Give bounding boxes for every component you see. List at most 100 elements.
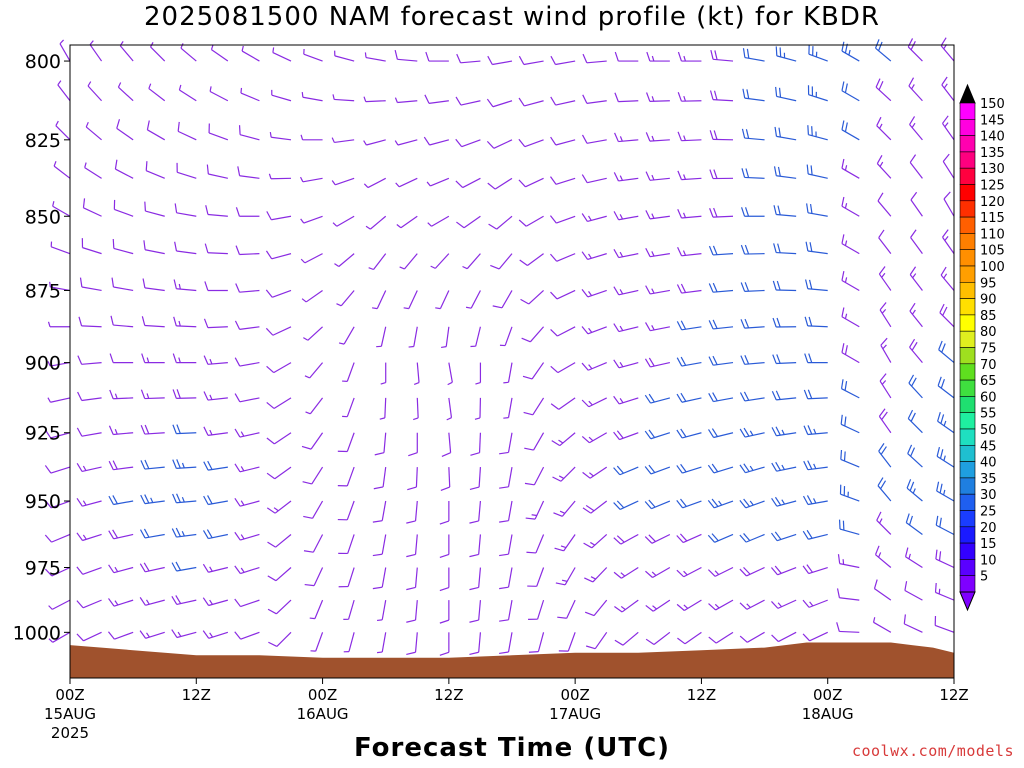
barb-shaft [587, 253, 607, 261]
barb-flag [203, 391, 209, 401]
barb-flag [937, 376, 942, 386]
barb-flag [44, 429, 52, 439]
wind-barb [645, 171, 670, 181]
barb-flag [235, 245, 241, 255]
barb-shaft [941, 84, 955, 102]
barb-flag [940, 414, 945, 424]
barb-shaft [712, 99, 734, 102]
barb-shaft [744, 97, 765, 102]
barb-half-flag [809, 601, 814, 607]
barb-half-flag [908, 553, 911, 560]
terrain-layer [70, 642, 954, 678]
wind-barb [171, 595, 197, 606]
barb-shaft [684, 599, 702, 612]
barb-flag [143, 562, 150, 572]
barb-shaft [649, 139, 670, 142]
barb-flag [582, 94, 588, 104]
barb-half-flag [47, 397, 51, 403]
barb-half-flag [683, 135, 687, 141]
barb-flag [303, 515, 313, 519]
wind-barb [644, 499, 671, 510]
barb-half-flag [912, 488, 916, 494]
barb-flag [741, 207, 746, 217]
wind-barb [772, 317, 797, 328]
barb-flag [942, 229, 949, 238]
wind-barb [365, 215, 387, 230]
barb-flag [423, 136, 431, 146]
barb-half-flag [590, 541, 596, 546]
barb-half-flag [781, 429, 785, 435]
wind-barb [613, 567, 639, 579]
barb-shaft [478, 567, 482, 588]
barb-flag [552, 476, 562, 482]
barb-flag [616, 465, 624, 474]
barb-half-flag [52, 201, 55, 207]
x-tick-date: 16AUG [297, 705, 349, 723]
barb-flag [879, 302, 887, 311]
barb-flag [266, 211, 272, 221]
barb-half-flag [177, 631, 182, 637]
barb-flag [908, 515, 913, 526]
barb-flag [518, 179, 526, 188]
barb-flag [172, 389, 177, 399]
barb-flag [709, 169, 714, 179]
barb-flag [486, 140, 495, 149]
wind-barb [204, 243, 228, 255]
barb-shaft [113, 466, 134, 471]
barb-shaft [176, 631, 197, 639]
barb-half-flag [338, 342, 345, 345]
barb-flag [739, 428, 746, 438]
barb-flag [613, 571, 622, 579]
barb-flag [235, 207, 240, 217]
barb-flag [808, 353, 813, 363]
barb-flag [487, 182, 496, 190]
wind-barb [76, 497, 102, 507]
barb-flag [744, 318, 750, 329]
wind-barb [904, 581, 923, 601]
colorbar-label: 110 [980, 227, 1005, 242]
barb-flag [744, 282, 750, 292]
barb-flag [549, 253, 558, 262]
barb-flag [114, 159, 118, 170]
barb-flag [266, 437, 275, 445]
barb-flag [76, 566, 84, 575]
wind-barb [456, 215, 481, 229]
wind-barb [904, 547, 923, 569]
wind-barb [676, 392, 702, 403]
colorbar-label: 80 [980, 325, 997, 340]
barb-flag [581, 213, 588, 222]
x-tick-date: 17AUG [549, 705, 601, 723]
barb-shaft [52, 631, 71, 643]
barb-half-flag [114, 566, 119, 572]
barb-shaft [534, 500, 545, 520]
barb-shaft [50, 466, 71, 474]
barb-flag [909, 116, 916, 125]
wind-barb [301, 92, 323, 102]
wind-barb [394, 97, 418, 104]
wind-barb [177, 121, 197, 141]
barb-shaft [746, 566, 765, 577]
barb-flag [743, 533, 751, 541]
wind-barb [203, 391, 228, 401]
barb-flag [116, 119, 121, 129]
wind-barb [581, 134, 607, 144]
barb-shaft [651, 500, 671, 510]
barb-half-flag [718, 500, 723, 506]
wind-barb [368, 253, 387, 271]
barb-shaft [272, 289, 292, 298]
wind-barb [872, 617, 892, 633]
barb-shaft [904, 623, 923, 633]
x-tick-year: 2025 [51, 724, 89, 742]
wind-barb [938, 340, 955, 364]
barb-shaft [744, 56, 765, 62]
wind-barb [876, 116, 892, 141]
wind-barb [240, 87, 260, 102]
wind-barb [499, 632, 513, 655]
barb-flag [739, 392, 746, 402]
barb-half-flag [881, 272, 886, 278]
barb-shaft [85, 126, 102, 141]
wind-barb [338, 534, 355, 555]
barb-shaft [302, 96, 323, 102]
wind-barb [174, 241, 197, 255]
wind-barb [77, 355, 102, 365]
